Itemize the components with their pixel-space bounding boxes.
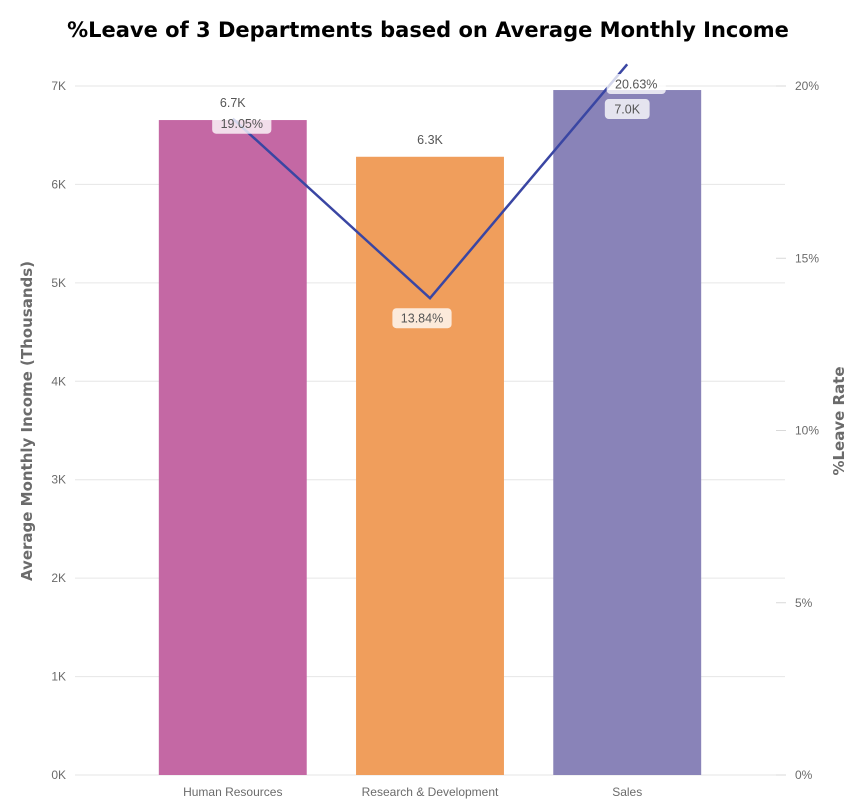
bar-value-label: 6.3K <box>417 133 443 147</box>
line-value-label: 19.05% <box>221 117 263 131</box>
x-tick-label: Sales <box>612 785 642 799</box>
line-value-label-bg <box>392 308 452 329</box>
x-axis-ticks: Human Resources Research & Development Sal… <box>183 785 642 799</box>
y-axis-title: Average Monthly Income (Thousands) <box>18 261 36 581</box>
y2-axis-ticks: 0% 5% 10% 15% 20% <box>776 79 819 782</box>
y-tick-label: 7K <box>51 79 66 93</box>
y-axis-ticks: 0K 1K 2K 3K 4K 5K 6K 7K <box>51 79 66 782</box>
x-tick-label: Research & Development <box>362 785 499 799</box>
chart-title: %Leave of 3 Departments based on Average… <box>67 18 789 42</box>
x-tick-label: Human Resources <box>183 785 282 799</box>
y2-tick-label: 10% <box>795 424 819 438</box>
line-value-label: 20.63% <box>615 78 657 92</box>
y2-axis-title: %Leave Rate <box>830 366 848 475</box>
bar <box>356 156 504 775</box>
y-tick-label: 6K <box>51 177 66 191</box>
y-tick-label: 4K <box>51 374 66 388</box>
y-tick-label: 5K <box>51 276 66 290</box>
y2-tick-label: 15% <box>795 251 819 265</box>
line-value-label-bg <box>212 113 272 134</box>
y-tick-label: 1K <box>51 670 66 684</box>
y-tick-label: 2K <box>51 571 66 585</box>
line-value-label: 13.84% <box>401 312 443 326</box>
bar-value-label: 7.0K <box>614 103 640 117</box>
bars <box>158 90 702 776</box>
data-labels: 6.7K 6.3K 7.0K 19.05% 13.84% 20.63% <box>212 74 666 329</box>
bar <box>158 120 307 776</box>
line-series <box>231 63 629 300</box>
bar-value-label: 6.7K <box>220 96 246 110</box>
line-path <box>231 63 629 300</box>
y2-tick-label: 20% <box>795 79 819 93</box>
line-value-label-bg <box>606 74 666 94</box>
y-tick-label: 0K <box>51 768 66 782</box>
y2-tick-label: 0% <box>795 768 813 782</box>
bar-value-label-bg <box>604 99 650 120</box>
bar <box>553 90 702 775</box>
y2-tick-label: 5% <box>795 596 813 610</box>
y-tick-label: 3K <box>51 473 66 487</box>
